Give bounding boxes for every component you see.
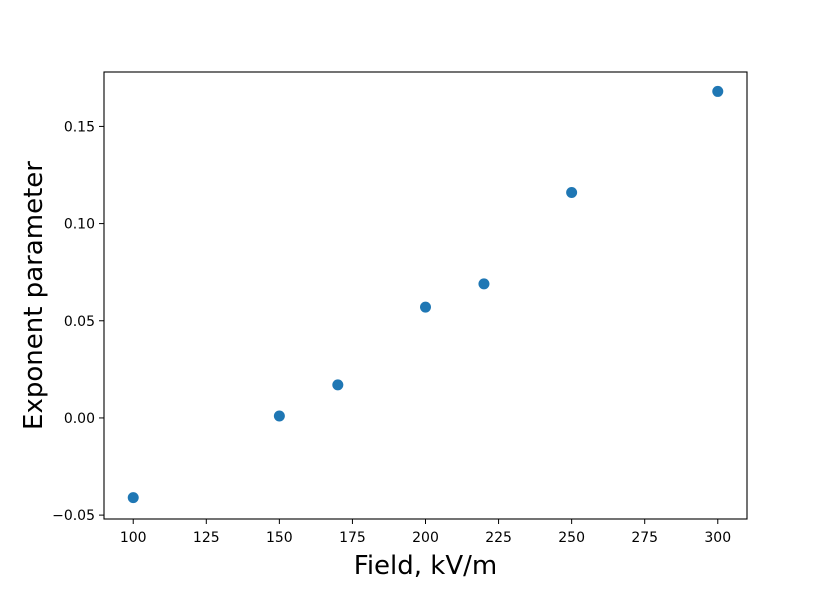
x-tick-label: 150 <box>266 530 293 546</box>
y-tick-label: 0.00 <box>64 411 95 427</box>
x-tick-label: 125 <box>193 530 220 546</box>
data-point <box>127 492 139 504</box>
x-tick-label: 275 <box>631 530 658 546</box>
plot-area-frame <box>103 71 748 520</box>
x-axis-label: Field, kV/m <box>354 551 497 581</box>
data-point <box>420 301 431 313</box>
x-tick-label: 100 <box>120 530 147 546</box>
x-tick-label: 175 <box>339 530 366 546</box>
x-tick-label: 300 <box>704 530 731 546</box>
data-point <box>566 186 578 198</box>
y-tick-label: 0.05 <box>64 314 95 330</box>
x-axis-ticks: 100 125 150 175 200 225 250 275 300 <box>120 519 731 546</box>
x-tick-label: 250 <box>558 530 585 546</box>
x-tick-label: 200 <box>412 530 439 546</box>
y-tick-label: 0.10 <box>64 217 95 233</box>
y-tick-label: 0.15 <box>64 119 95 135</box>
y-tick-label: −0.05 <box>52 508 95 524</box>
data-point <box>478 278 490 290</box>
x-tick-label: 225 <box>485 530 512 546</box>
data-point <box>712 85 724 97</box>
y-axis-ticks: −0.05 0.00 0.05 0.10 0.15 <box>52 119 104 524</box>
y-axis-label: Exponent parameter <box>19 161 49 430</box>
data-point <box>273 410 285 422</box>
data-points <box>127 85 724 504</box>
data-point <box>332 379 344 391</box>
